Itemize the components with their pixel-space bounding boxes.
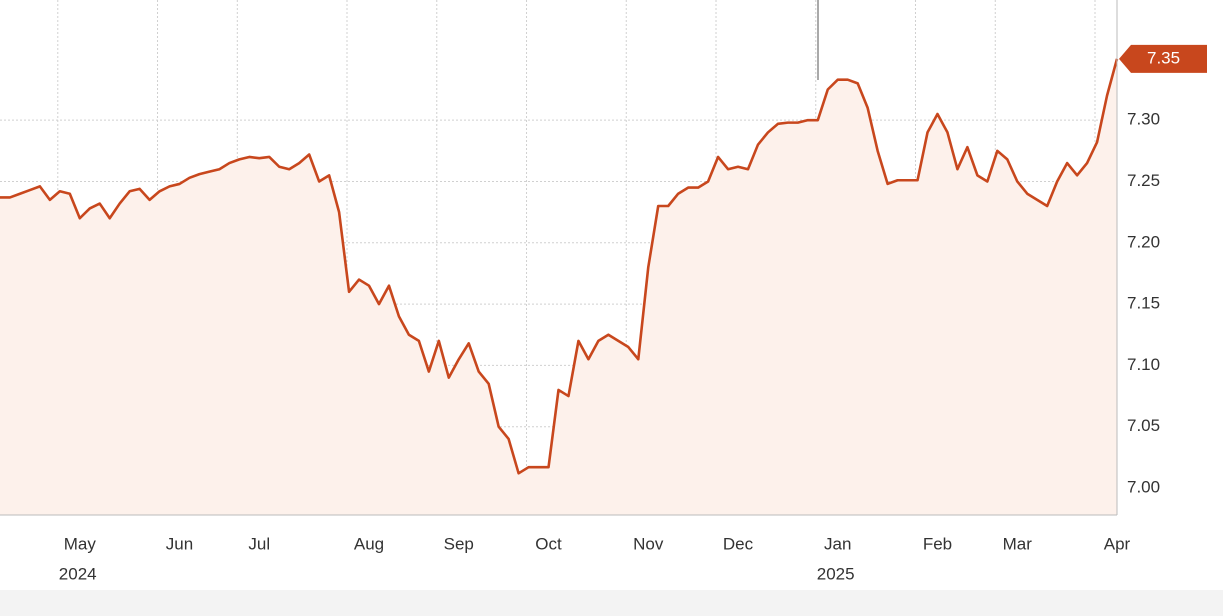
x-tick-label: Feb [923,534,952,553]
y-tick-label: 7.25 [1127,171,1160,190]
x-tick-label: Dec [723,534,754,553]
price-line [0,58,1119,475]
y-tick-label: 7.05 [1127,416,1160,435]
y-tick-label: 7.30 [1127,110,1160,129]
x-tick-label: Aug [354,534,384,553]
x-year-label: 2025 [817,564,855,583]
area [0,58,1117,516]
x-tick-label: May [64,534,97,553]
last-value-badge: 7.35 [1119,44,1207,73]
x-year-label: 2024 [59,564,97,583]
x-tick-label: Sep [444,534,474,553]
x-tick-label: Jun [166,534,193,553]
x-tick-label: Oct [535,534,562,553]
x-tick-label: Mar [1003,534,1033,553]
x-tick-label: Nov [633,534,664,553]
y-tick-label: 7.10 [1127,355,1160,374]
x-tick-label: Jul [248,534,270,553]
footer-strip [0,590,1223,616]
badge-shape [1119,44,1207,73]
x-tick-label: Apr [1104,534,1131,553]
y-tick-label: 7.20 [1127,232,1160,251]
y-tick-label: 7.15 [1127,294,1160,313]
x-tick-label: Jan [824,534,851,553]
y-tick-label: 7.00 [1127,478,1160,497]
last-value-label: 7.35 [1147,48,1180,67]
